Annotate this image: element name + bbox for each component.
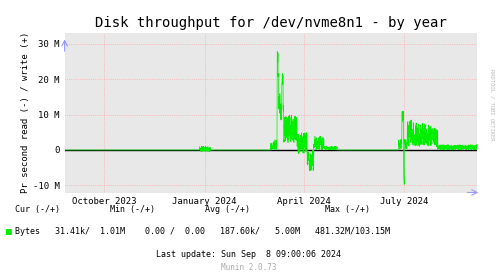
Text: ■: ■ (6, 227, 12, 237)
Text: Bytes   31.41k/  1.01M    0.00 /  0.00   187.60k/   5.00M   481.32M/103.15M: Bytes 31.41k/ 1.01M 0.00 / 0.00 187.60k/… (5, 227, 390, 236)
Y-axis label: Pr second read (-) / write (+): Pr second read (-) / write (+) (21, 32, 30, 193)
Text: RRDTOOL / TOBI OETIKER: RRDTOOL / TOBI OETIKER (490, 69, 495, 140)
Text: Munin 2.0.73: Munin 2.0.73 (221, 263, 276, 272)
Title: Disk throughput for /dev/nvme8n1 - by year: Disk throughput for /dev/nvme8n1 - by ye… (95, 16, 447, 31)
Text: Last update: Sun Sep  8 09:00:06 2024: Last update: Sun Sep 8 09:00:06 2024 (156, 250, 341, 259)
Text: Cur (-/+)          Min (-/+)          Avg (-/+)               Max (-/+): Cur (-/+) Min (-/+) Avg (-/+) Max (-/+) (5, 205, 370, 214)
